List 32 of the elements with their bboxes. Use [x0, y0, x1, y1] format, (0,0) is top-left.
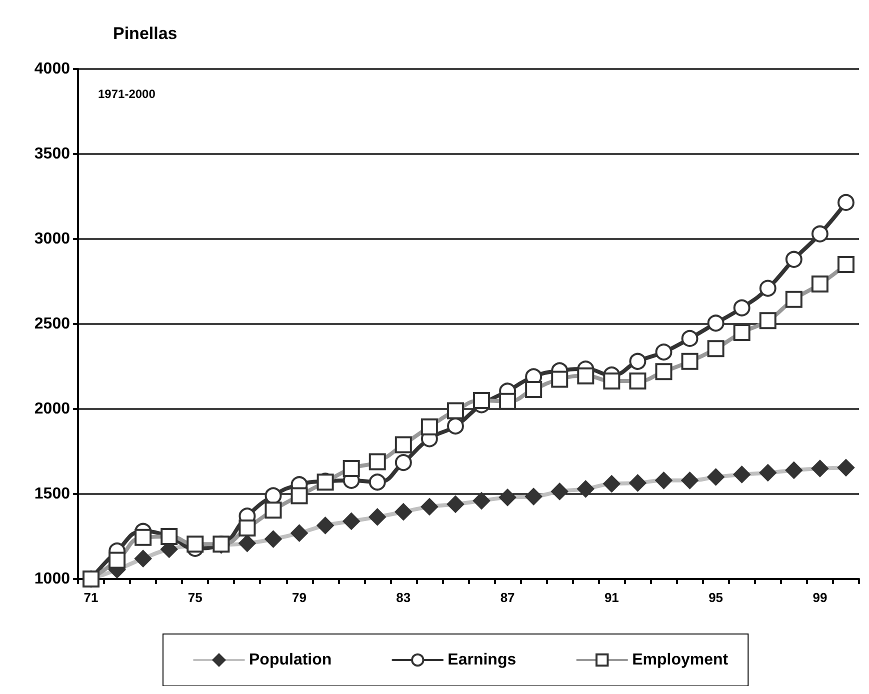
chart-title: Pinellas: [113, 24, 178, 43]
legend-label: Population: [249, 652, 332, 668]
point: [447, 418, 464, 434]
y-tick-label: 2500: [34, 316, 70, 332]
y-tick-label: 1500: [34, 486, 70, 502]
point: [707, 314, 724, 332]
x-tick-label: 99: [812, 590, 828, 605]
point: [733, 299, 750, 316]
legend-label: Employment: [632, 652, 729, 668]
y-tick-label: 1000: [34, 570, 70, 588]
y-tick-label: 3000: [34, 230, 70, 248]
x-tick-label: 83: [396, 590, 411, 605]
point: [785, 250, 802, 268]
x-tick-label: 79: [292, 590, 307, 605]
point: [811, 225, 828, 242]
y-tick-label: 4000: [34, 60, 70, 78]
point: [368, 474, 386, 491]
point: [655, 344, 672, 361]
annotation: 1971-2000: [98, 87, 156, 101]
x-tick-label: 71: [84, 590, 98, 605]
legend-label: Earnings: [448, 652, 516, 668]
x-tick-label: 87: [500, 590, 515, 605]
point: [838, 194, 854, 211]
point: [759, 280, 776, 297]
point: [681, 330, 698, 347]
x-tick-label: 75: [188, 590, 202, 605]
x-tick-label: 91: [604, 590, 619, 605]
y-tick-label: 2000: [34, 400, 70, 418]
point: [629, 352, 646, 370]
point: [394, 454, 412, 472]
x-tick-label: 95: [708, 590, 724, 605]
y-tick-label: 3500: [34, 146, 70, 162]
